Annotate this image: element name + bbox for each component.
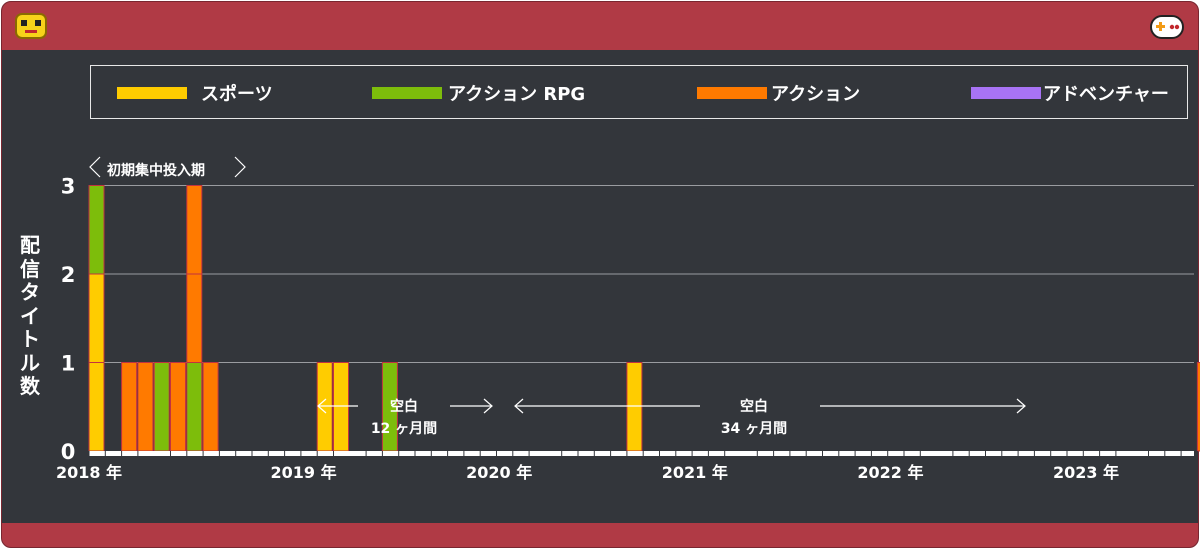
mascot-logo-icon: [15, 13, 47, 39]
x-year-marker: [341, 451, 358, 456]
x-year-marker: [1124, 451, 1141, 456]
gap2-arrowhead-left: [514, 398, 524, 414]
x-tick-label: 2021 年: [662, 463, 728, 482]
x-tick-label: 2019 年: [271, 463, 337, 482]
x-axis-line: [89, 451, 1194, 456]
annotation-initial-period: 初期集中投入期: [107, 162, 205, 179]
bar-segment: [88, 273, 105, 363]
legend-label: アクション: [771, 84, 861, 105]
y-tick-label: 3: [61, 175, 76, 199]
bar-segment: [170, 362, 186, 452]
gap2-arrowhead-right: [1016, 398, 1026, 414]
x-year-marker: [146, 451, 163, 456]
legend-item-sports: スポーツ: [117, 82, 273, 105]
y-tick-label: 2: [61, 263, 76, 287]
annotation-gap2-line1: 空白: [740, 398, 768, 415]
annotation-gap1-line2: 12 ヶ月間: [371, 421, 437, 437]
legend-swatch: [697, 87, 767, 99]
legend-item-action: アクション: [697, 82, 861, 105]
annotation-gap2-line2: 34 ヶ月間: [721, 421, 787, 437]
bracket-left-arrow: [89, 156, 101, 178]
bar-segment: [186, 273, 203, 363]
x-tick-label: 2020 年: [466, 463, 532, 482]
bar-segment: [333, 362, 349, 452]
bar-segment: [88, 362, 105, 452]
bar-segment: [1196, 362, 1200, 452]
x-year-marker: [928, 451, 945, 456]
x-year-marker: [732, 451, 750, 456]
gap1-arrowhead-right: [483, 398, 493, 414]
x-year-marker: [537, 451, 554, 456]
y-tick-label: 0: [61, 440, 76, 464]
legend-item-adventure: アドベンチャー: [971, 82, 1169, 105]
legend-swatch: [372, 87, 442, 99]
x-tick-label: 2023 年: [1053, 463, 1119, 482]
annotation-gap1-line1: 空白: [390, 398, 418, 415]
bar-segment: [202, 362, 219, 452]
x-tick-label: 2022 年: [857, 463, 923, 482]
legend-label: スポーツ: [201, 84, 273, 105]
chart-legend: スポーツ アクション RPG アクション アドベンチャー: [90, 65, 1188, 119]
bar-segment: [137, 362, 154, 452]
legend-swatch: [117, 87, 187, 99]
y-axis-label: 配信タイトル数: [20, 233, 40, 398]
bottom-bar: [2, 523, 1198, 547]
gap1-arrowhead-left: [317, 398, 327, 414]
bar-segment: [121, 362, 138, 452]
game-controller-icon: [1150, 15, 1184, 39]
legend-item-action-rpg: アクション RPG: [372, 82, 586, 105]
bar-segment: [88, 185, 105, 275]
x-tick-label: 2018 年: [56, 463, 122, 482]
bar-segment: [186, 185, 203, 275]
legend-label: アクション RPG: [448, 84, 586, 105]
bracket-right-arrow: [234, 156, 246, 178]
legend-swatch: [971, 87, 1041, 99]
legend-label: アドベンチャー: [1043, 84, 1169, 105]
bar-segment: [626, 362, 643, 452]
bar-segment: [186, 362, 203, 452]
y-tick-label: 1: [61, 352, 76, 376]
top-bar: [2, 2, 1198, 50]
bar-segment: [153, 362, 170, 452]
